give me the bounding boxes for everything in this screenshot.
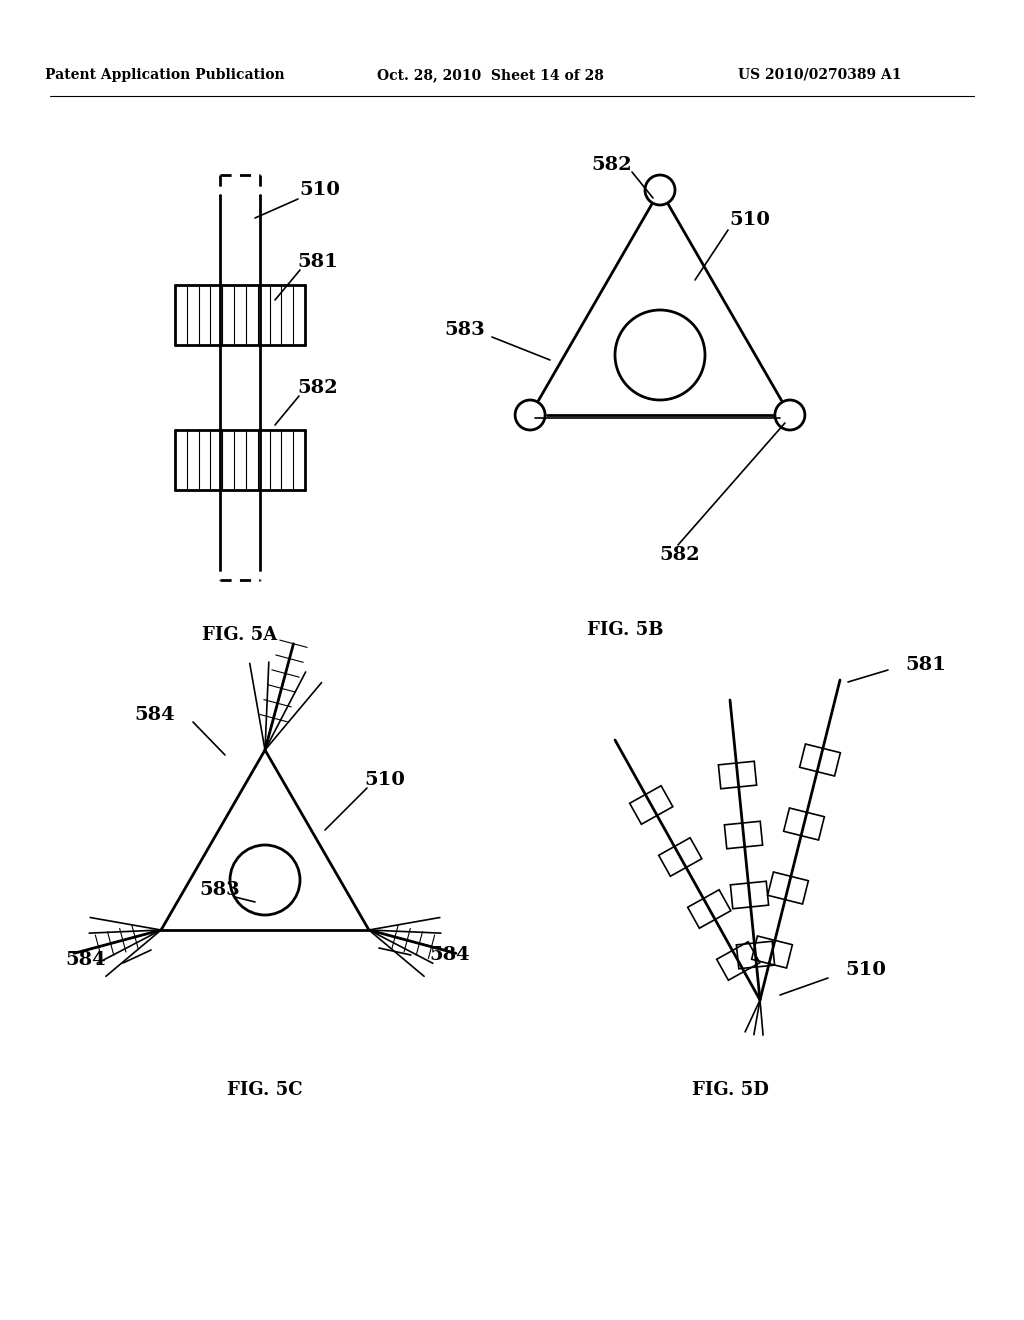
Text: 510: 510 [300,181,340,199]
Text: 581: 581 [298,253,339,271]
Text: 510: 510 [365,771,406,789]
Text: 581: 581 [905,656,946,675]
Text: FIG. 5A: FIG. 5A [203,626,278,644]
Text: 583: 583 [200,880,241,899]
Text: 510: 510 [729,211,770,228]
Text: FIG. 5B: FIG. 5B [587,620,664,639]
Text: FIG. 5C: FIG. 5C [227,1081,303,1100]
Text: FIG. 5D: FIG. 5D [691,1081,768,1100]
Text: 582: 582 [659,546,700,564]
Text: 510: 510 [845,961,886,979]
Text: Patent Application Publication: Patent Application Publication [45,69,285,82]
Text: 584: 584 [134,706,175,723]
Text: 584: 584 [429,946,470,964]
Text: 584: 584 [66,950,106,969]
Text: US 2010/0270389 A1: US 2010/0270389 A1 [738,69,902,82]
Text: Oct. 28, 2010  Sheet 14 of 28: Oct. 28, 2010 Sheet 14 of 28 [377,69,603,82]
Text: 583: 583 [444,321,485,339]
Text: 582: 582 [298,379,338,397]
Text: 582: 582 [592,156,632,174]
